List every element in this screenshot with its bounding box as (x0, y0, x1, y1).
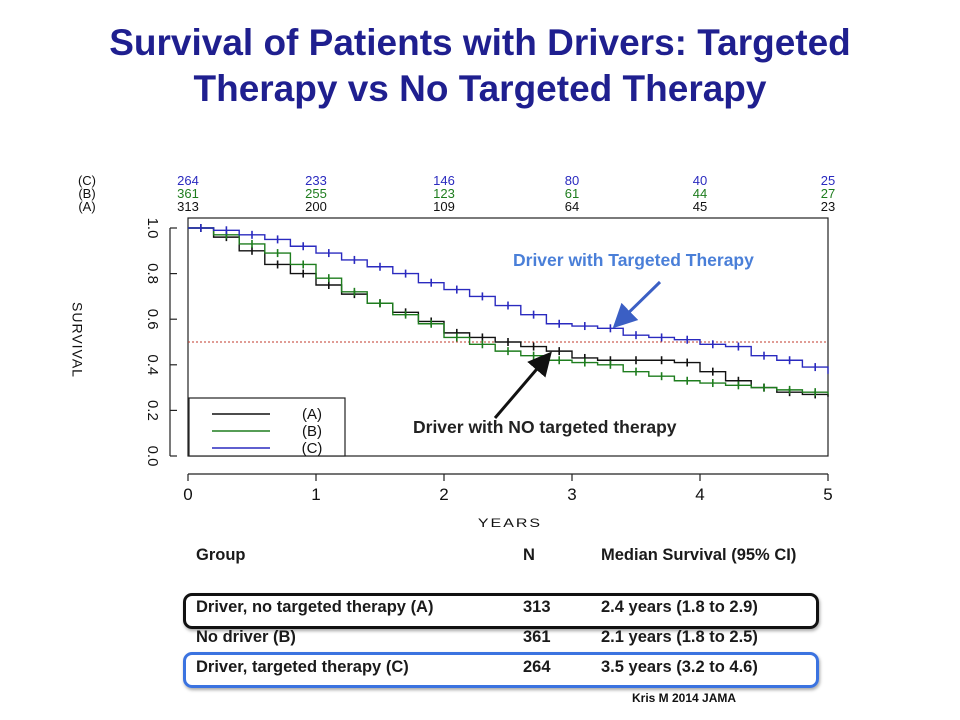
at-risk-count: 200 (305, 199, 327, 214)
y-tick-label: 0.2 (144, 400, 161, 421)
header-group: Group (196, 546, 246, 564)
survival-curve-b (188, 227, 829, 395)
at-risk-count: 25 (821, 173, 835, 188)
row-n: 361 (523, 628, 551, 646)
highlight-box-c (183, 652, 819, 688)
at-risk-count: 64 (565, 199, 579, 214)
at-risk-count: 23 (821, 199, 835, 214)
y-tick-label: 0.8 (144, 263, 161, 284)
arrow-no-targeted (493, 351, 552, 419)
row-group: Driver, targeted therapy (C) (196, 658, 409, 676)
legend-box (188, 397, 346, 457)
x-tick-label: 1 (311, 485, 320, 504)
highlight-box-a (183, 593, 819, 629)
at-risk-count: 123 (433, 186, 455, 201)
row-median: 2.4 years (1.8 to 2.9) (601, 598, 758, 616)
header-median: Median Survival (95% CI) (601, 546, 797, 564)
x-tick-label: 0 (183, 485, 192, 504)
survival-curve-a (188, 227, 829, 397)
at-risk-count: 313 (177, 199, 199, 214)
plot-frame (187, 217, 829, 457)
y-tick-label: 0.0 (144, 446, 161, 467)
row-group: No driver (B) (196, 628, 296, 646)
at-risk-count: 40 (693, 173, 707, 188)
at-risk-count: 361 (177, 186, 199, 201)
at-risk-count: 255 (305, 186, 327, 201)
survival-curve-c (188, 227, 829, 374)
at-risk-count: 109 (433, 199, 455, 214)
at-risk-count: 264 (177, 173, 199, 188)
at-risk-count: 80 (565, 173, 579, 188)
at-risk-count: 61 (565, 186, 579, 201)
annotation-no-targeted: Driver with NO targeted therapy (413, 417, 677, 437)
at-risk-count: 146 (433, 173, 455, 188)
header-n: N (523, 546, 535, 564)
at-risk-count: 44 (693, 186, 707, 201)
row-median: 2.1 years (1.8 to 2.5) (601, 628, 758, 646)
x-tick-label: 4 (695, 485, 704, 504)
x-tick-label: 2 (439, 485, 448, 504)
legend-label: (A) (302, 406, 322, 423)
y-tick-label: 0.6 (144, 309, 161, 330)
source-citation: Kris M 2014 JAMA (632, 691, 737, 705)
x-axis-label: YEARS (478, 516, 542, 530)
row-n: 313 (523, 598, 551, 616)
row-group: Driver, no targeted therapy (A) (196, 598, 434, 616)
legend-label: (C) (302, 440, 323, 457)
annotation-targeted: Driver with Targeted Therapy (513, 250, 754, 270)
arrow-targeted (612, 280, 662, 329)
row-median: 3.5 years (3.2 to 4.6) (601, 658, 758, 676)
at-risk-row-label: (A) (78, 199, 95, 214)
title-line-2: Therapy vs No Targeted Therapy (193, 68, 767, 109)
at-risk-count: 27 (821, 186, 835, 201)
at-risk-row-label: (C) (78, 173, 96, 188)
title-line-1: Survival of Patients with Drivers: Targe… (109, 22, 851, 63)
y-axis-label: SURVIVAL (69, 302, 85, 378)
y-tick-label: 0.4 (144, 354, 161, 375)
at-risk-count: 233 (305, 173, 327, 188)
row-n: 264 (523, 658, 551, 676)
x-tick-label: 3 (567, 485, 576, 504)
at-risk-count: 45 (693, 199, 707, 214)
x-tick-label: 5 (823, 485, 832, 504)
at-risk-row-label: (B) (78, 186, 95, 201)
legend-label: (B) (302, 423, 322, 440)
y-tick-label: 1.0 (144, 218, 161, 239)
slide-title: Survival of Patients with Drivers: Targe… (20, 20, 940, 112)
